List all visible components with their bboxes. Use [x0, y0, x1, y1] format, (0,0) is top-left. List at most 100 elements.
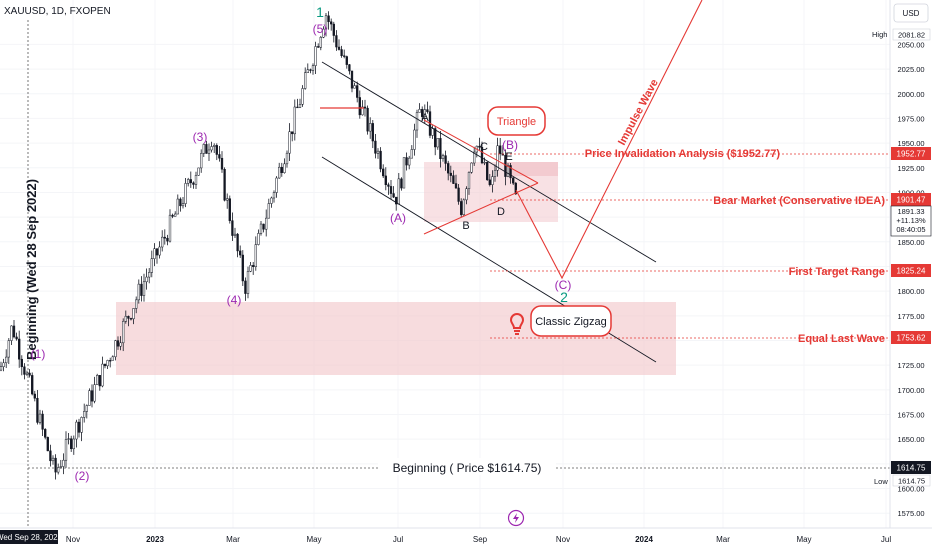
candle	[278, 162, 281, 179]
candle	[218, 146, 221, 162]
candle	[366, 105, 369, 135]
candle	[51, 455, 55, 465]
zigzag-label-box[interactable]: Classic Zigzag	[530, 305, 612, 337]
candle	[389, 179, 393, 200]
candle	[119, 336, 122, 351]
candle	[158, 241, 161, 259]
y-tick-label: 1675.00	[897, 411, 924, 420]
candle	[493, 164, 497, 182]
candle	[0, 361, 3, 372]
equal-wave-label: Equal Last Wave	[798, 333, 885, 345]
current-price: 1891.33	[897, 207, 924, 216]
candle	[129, 317, 133, 321]
candle	[327, 11, 330, 30]
x-tick-label: May	[796, 535, 811, 544]
candle	[356, 81, 359, 103]
invalidation-label: Price Invalidation Analysis ($1952.77)	[585, 148, 781, 160]
candle	[116, 336, 120, 350]
candle	[400, 177, 403, 191]
candle	[491, 170, 494, 193]
candle	[444, 150, 447, 171]
candle	[259, 220, 263, 236]
high-tag: High	[872, 30, 887, 39]
candle	[486, 161, 489, 181]
candle	[54, 454, 57, 480]
candle	[168, 209, 172, 243]
candle	[18, 330, 21, 368]
equal-wave-price-tag	[891, 331, 931, 344]
time-axis[interactable]	[0, 528, 932, 550]
zigzag-label: Classic Zigzag	[535, 316, 607, 328]
candle	[220, 151, 224, 173]
candle	[496, 137, 499, 177]
candle	[239, 245, 242, 259]
candle	[205, 140, 208, 154]
y-tick-label: 1850.00	[897, 238, 924, 247]
candle	[67, 432, 70, 445]
candle	[345, 55, 348, 69]
candle	[155, 248, 159, 264]
y-tick-label: 1900.00	[897, 188, 924, 197]
currency-button[interactable]	[893, 3, 929, 23]
y-tick-label: 1700.00	[897, 386, 924, 395]
candle	[38, 409, 42, 425]
triangle-upper-line	[423, 119, 539, 184]
candle	[465, 186, 468, 205]
candle	[189, 171, 192, 188]
candle	[20, 355, 23, 376]
candle	[124, 310, 127, 324]
currency-label: USD	[903, 9, 920, 18]
triangle-label: Triangle	[497, 116, 536, 128]
candle	[470, 162, 473, 174]
candle	[171, 213, 174, 219]
wave-2-label: (2)	[75, 469, 90, 483]
candle	[72, 435, 75, 455]
high-value-box	[892, 28, 931, 41]
candle	[358, 90, 361, 119]
y-tick-label: 2025.00	[897, 65, 924, 74]
candle	[441, 153, 445, 162]
wave-3-label: (3)	[193, 130, 208, 144]
candle	[285, 150, 289, 168]
candle	[179, 197, 182, 212]
candle	[31, 372, 34, 396]
candle	[283, 158, 286, 174]
candle	[460, 198, 463, 217]
candle	[257, 229, 260, 246]
first-target-price-tag	[891, 264, 931, 277]
candle	[335, 30, 338, 51]
projection-path	[515, 0, 703, 280]
x-tick-label: 2024	[635, 535, 653, 544]
x-tick-label: Nov	[66, 535, 80, 544]
candle	[111, 355, 114, 361]
wave-b-label: B	[462, 220, 469, 232]
candle	[434, 125, 437, 156]
lightning-icon[interactable]	[507, 509, 525, 527]
candle	[148, 267, 151, 284]
candle	[415, 109, 419, 138]
current-price-block	[890, 205, 932, 237]
candle	[223, 167, 226, 202]
first-target-label: First Target Range	[789, 266, 885, 278]
candle	[480, 141, 484, 165]
candle	[348, 64, 351, 75]
candle	[210, 141, 213, 153]
countdown: 08:40:05	[896, 225, 925, 234]
candle	[194, 171, 198, 189]
triangle-label-box[interactable]: Triangle	[487, 106, 546, 136]
candle	[291, 131, 294, 142]
candle	[231, 212, 234, 242]
candle	[296, 98, 299, 109]
plot-area[interactable]	[0, 0, 890, 528]
candle	[382, 164, 385, 179]
lightbulb-icon	[509, 313, 525, 335]
candle	[337, 39, 341, 51]
candle	[244, 277, 247, 301]
low-tag: Low	[874, 477, 888, 486]
candle	[176, 194, 179, 215]
beginning-price-tag	[891, 461, 931, 474]
candle	[207, 143, 211, 162]
candle	[330, 18, 333, 31]
bear-price-tag	[891, 193, 931, 206]
